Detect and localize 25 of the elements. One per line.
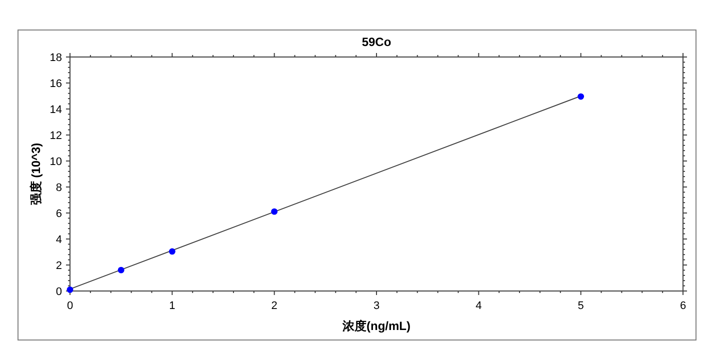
point bbox=[271, 208, 278, 215]
y-tick-label: 2 bbox=[56, 260, 62, 272]
x-tick-label: 1 bbox=[169, 300, 176, 312]
y-tick-label: 4 bbox=[56, 234, 62, 246]
chart-title: 59Co bbox=[362, 35, 392, 49]
x-tick-label: 4 bbox=[476, 300, 482, 312]
point bbox=[168, 248, 176, 255]
x-tick-label: 3 bbox=[373, 300, 380, 312]
plot: 0 1 2 3 4 5 6 0 2 4 6 8 10 12 14 16 18 bbox=[50, 52, 688, 312]
x-tick-label: 5 bbox=[578, 300, 584, 312]
point bbox=[578, 93, 584, 100]
point bbox=[118, 266, 124, 274]
x-axis-title: 浓度(ng/mL) bbox=[342, 319, 410, 333]
y-tick-label: 18 bbox=[50, 52, 62, 64]
y-tick-label: 8 bbox=[56, 182, 62, 194]
y-tick-label: 14 bbox=[50, 104, 62, 116]
x-tick-label: 6 bbox=[680, 300, 686, 312]
y-axis-title: 强度 (10^3) bbox=[29, 142, 43, 206]
x-tick-label: 0 bbox=[66, 300, 74, 312]
x-tick-label: 2 bbox=[271, 300, 278, 312]
y-tick-label: 16 bbox=[50, 78, 62, 90]
y-tick-label: 10 bbox=[50, 156, 62, 168]
y-tick-label: 6 bbox=[56, 208, 62, 220]
y-tick-label: 0 bbox=[56, 286, 62, 298]
y-tick-label: 12 bbox=[50, 130, 62, 142]
